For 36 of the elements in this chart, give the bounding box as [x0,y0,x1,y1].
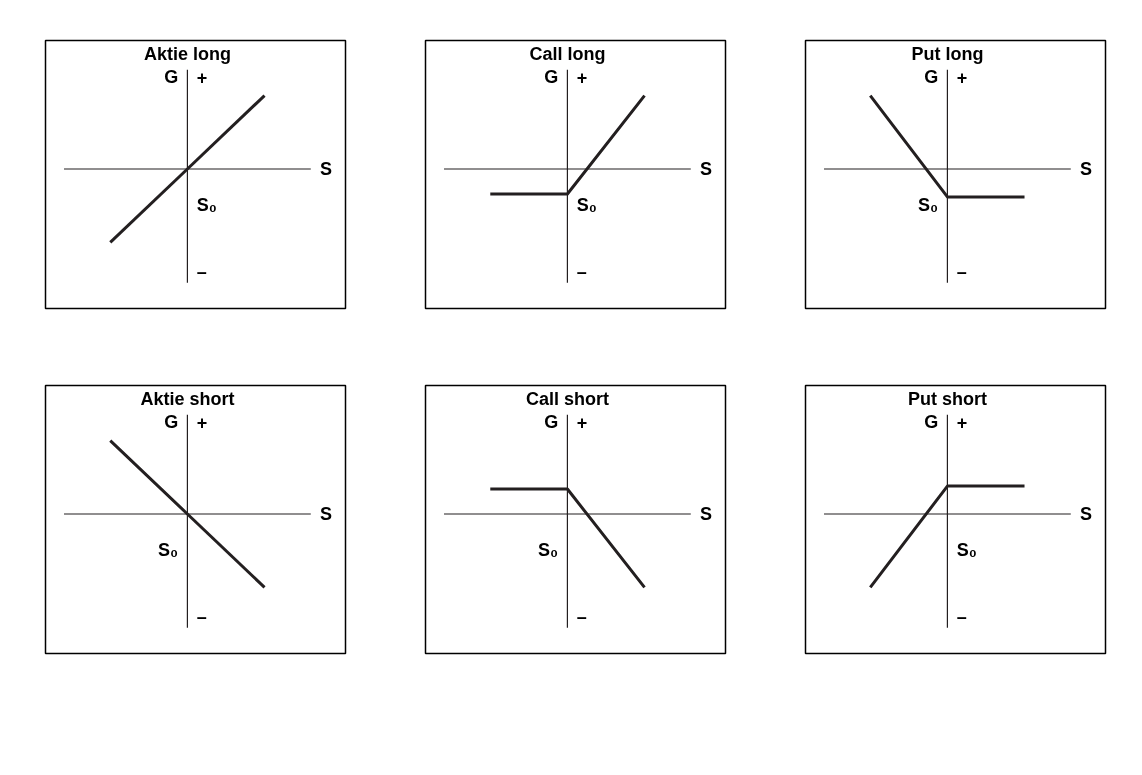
y-axis-title: G [924,67,939,88]
x-axis-title: S [700,503,713,524]
y-axis-title: G [164,67,179,88]
text: S₀ [576,194,597,215]
annotation: S₀ [158,539,179,560]
text: + [956,412,968,433]
text: – [956,606,967,627]
text: + [576,67,588,88]
x-axis-title: S [320,503,333,524]
x-axis-title: S [700,158,713,179]
y-axis-title: G [544,412,559,433]
text: – [956,261,967,282]
chart-title: Call long [529,43,606,64]
x-axis-title: S [1080,158,1093,179]
y-axis-title: G [164,412,179,433]
annotation: S₀ [956,539,977,560]
text: + [196,412,208,433]
x-axis-title: S [320,158,333,179]
chart-title: Aktie short [140,388,235,409]
text: – [196,606,207,627]
y-axis-title: G [544,67,559,88]
annotation: S₀ [196,194,217,215]
x-axis-title: S [1080,503,1093,524]
text: – [576,606,587,627]
chart-title: Call short [525,388,609,409]
chart-title: Aktie long [143,43,231,64]
y-axis-title: G [924,412,939,433]
annotation: S₀ [918,194,939,215]
text: – [576,261,587,282]
chart-title: Put short [907,388,987,409]
text: + [196,67,208,88]
annotation: S₀ [538,539,559,560]
chart-title: Put long [911,43,984,64]
text: + [576,412,588,433]
text: + [956,67,968,88]
text: – [196,261,207,282]
